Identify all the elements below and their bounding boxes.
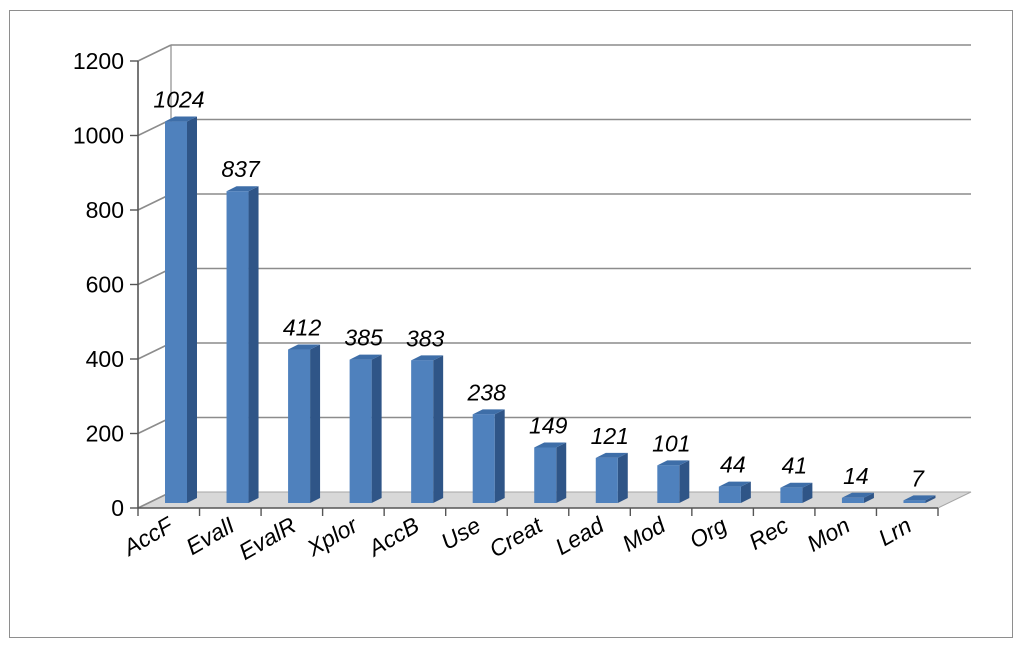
bar-EvalR	[288, 349, 311, 503]
bar-side-Org	[740, 481, 751, 503]
gridline-side-1200	[137, 44, 172, 62]
bar-top-Mon	[841, 492, 874, 498]
bar-top-AccB	[411, 355, 444, 361]
data-label-Rec: 41	[782, 453, 808, 479]
bar-top-AccF	[165, 116, 197, 122]
x-tick-label-Xplor: Xplor	[302, 511, 364, 562]
data-label-AccF: 1024	[153, 87, 204, 113]
bar-side-EvalI	[248, 186, 259, 503]
bar-side-Use	[494, 409, 505, 503]
bar-side-Lrn	[925, 495, 936, 503]
bar-Lrn	[903, 500, 926, 503]
bar-top-Xplor	[349, 354, 382, 360]
bar-AccF	[165, 121, 187, 503]
y-tick-label-800: 800	[86, 197, 124, 223]
data-label-Mon: 14	[843, 463, 869, 489]
data-label-AccB: 383	[406, 325, 445, 351]
bar-top-EvalI	[226, 186, 259, 192]
data-label-Xplor: 385	[344, 325, 383, 351]
x-tick-label-Org: Org	[685, 512, 731, 554]
y-tick-label-1000: 1000	[73, 123, 124, 149]
bar-Use	[472, 414, 495, 503]
grid-layer	[137, 44, 972, 509]
bar-Rec	[780, 487, 803, 503]
y-tick-label-1200: 1200	[73, 48, 124, 74]
bar-Mon	[841, 497, 864, 503]
bar-Mod	[657, 465, 680, 503]
bar-AccB	[411, 360, 434, 503]
data-label-Lrn: 7	[911, 465, 925, 491]
bar-top-Mod	[657, 460, 690, 466]
bar-top-Org	[718, 481, 751, 487]
bar-top-Lead	[595, 452, 628, 458]
bar-side-Lead	[617, 452, 628, 503]
data-label-EvalI: 837	[221, 156, 261, 182]
bar-side-Xplor	[371, 354, 382, 503]
x-tick-label-EvalI: EvalI	[182, 512, 240, 560]
x-tick-label-Lead: Lead	[551, 511, 609, 560]
bar-EvalI	[226, 191, 249, 503]
bar-top-Rec	[780, 482, 813, 488]
bar-side-AccB	[433, 355, 444, 503]
x-tick-label-EvalR: EvalR	[234, 512, 300, 565]
y-tick-label-0: 0	[111, 495, 124, 521]
bar-top-Creat	[534, 442, 567, 448]
bar-side-Mod	[679, 460, 690, 503]
x-tick-label-AccB: AccB	[362, 512, 423, 562]
data-label-EvalR: 412	[283, 315, 322, 341]
x-tick-label-Mod: Mod	[618, 511, 671, 556]
bar-side-Rec	[802, 482, 813, 503]
x-tick-label-Mon: Mon	[802, 512, 854, 557]
bar-Xplor	[349, 359, 372, 503]
y-tick-label-600: 600	[86, 272, 124, 298]
data-label-Lead: 121	[591, 423, 629, 449]
axis-layer: 0 200 400 600 800 1000 1200	[73, 48, 939, 521]
bar-Creat	[534, 447, 557, 503]
data-label-Mod: 101	[652, 430, 690, 456]
bar-top-Use	[472, 409, 505, 415]
data-label-Org: 44	[720, 452, 746, 478]
y-tick-label-200: 200	[86, 421, 124, 447]
bar-side-AccF	[187, 116, 197, 503]
x-tick-label-Use: Use	[437, 512, 485, 555]
data-label-Use: 238	[467, 379, 507, 405]
bar-top-EvalR	[288, 344, 321, 350]
bar-Lead	[595, 457, 618, 503]
x-tick-label-AccF: AccF	[117, 511, 179, 562]
bar-side-EvalR	[310, 344, 321, 503]
x-tick-label-Lrn: Lrn	[874, 512, 916, 551]
bar-side-Creat	[556, 442, 567, 503]
x-tick-label-Rec: Rec	[744, 512, 793, 555]
data-label-Creat: 149	[529, 412, 568, 438]
x-tick-label-Creat: Creat	[485, 511, 548, 562]
bar-side-Mon	[863, 492, 874, 503]
bar-top-Lrn	[903, 495, 936, 501]
y-tick-label-400: 400	[86, 346, 124, 372]
bar-layer	[165, 116, 936, 503]
bar-Org	[718, 486, 741, 503]
